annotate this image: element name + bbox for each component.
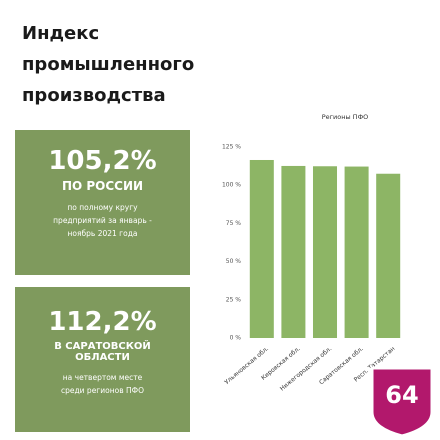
y-tick-label: 75 %: [226, 220, 242, 227]
legend-label: Регионы ПФО: [322, 113, 369, 121]
badge-shape: [370, 366, 434, 438]
y-tick-label: 100 %: [222, 182, 241, 189]
panel-value: 112,2%: [48, 307, 157, 337]
y-tick-label: 25 %: [226, 296, 242, 303]
bar: [312, 166, 338, 338]
bar: [281, 165, 306, 338]
panel-note: на четвертом месте среди регионов ПФО: [60, 373, 145, 395]
badge: 64: [385, 381, 418, 409]
panel: 105,2% ПО РОССИИ по полному кругу предпр…: [15, 130, 190, 275]
bar: [376, 173, 401, 338]
y-tick-label: 0 %: [230, 335, 242, 342]
panel-label: В САРАТОВСКОЙ ОБЛАСТИ: [54, 341, 151, 363]
panel-value: 105,2%: [48, 146, 157, 176]
panel-label: ПО РОССИИ: [61, 179, 144, 193]
bar: [249, 159, 274, 338]
y-tick-label: 50 %: [226, 258, 242, 265]
panel: 112,2% В САРАТОВСКОЙ ОБЛАСТИ на четверто…: [15, 287, 190, 432]
x-tick-label: Нижегородская обл.: [279, 345, 334, 392]
panel-note: по полному кругу предприятий за январь -…: [53, 203, 152, 238]
y-tick-label: 125 %: [222, 144, 241, 151]
title: Индекс промышленного производства: [22, 23, 195, 106]
bar: [344, 166, 369, 338]
